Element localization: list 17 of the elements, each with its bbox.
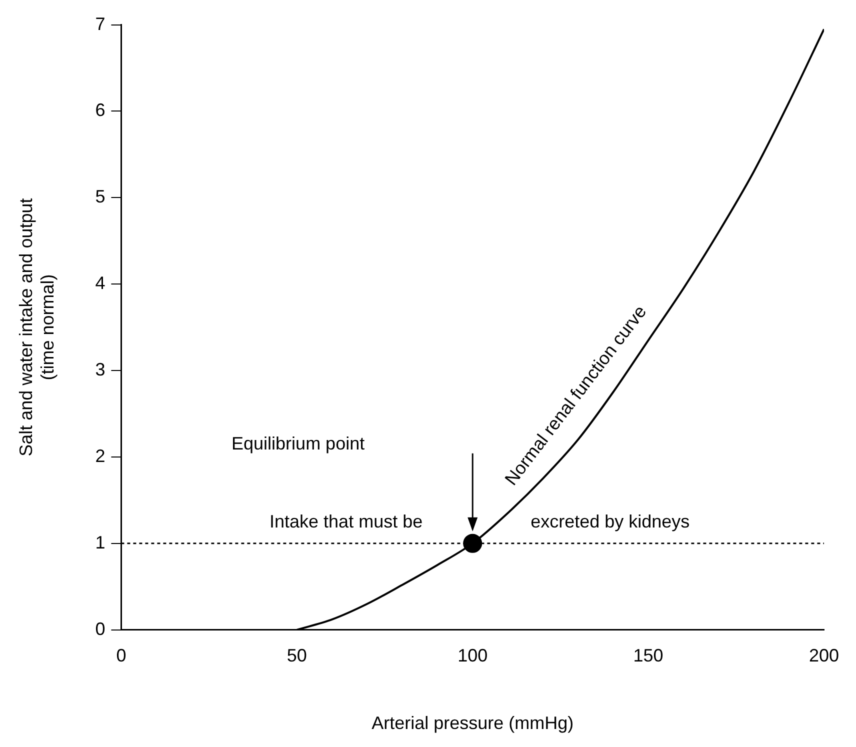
y-tick-label: 2 — [95, 446, 106, 466]
y-tick-label: 5 — [95, 186, 106, 207]
x-tick-label: 100 — [458, 646, 488, 666]
x-tick-label: 200 — [808, 646, 840, 666]
x-axis-title: Arterial pressure (mmHg) — [372, 713, 574, 734]
text: Intake that must be excreted by kidneys — [270, 511, 690, 532]
y-tick-label: 6 — [95, 100, 106, 120]
annotation: Equilibrium point — [232, 433, 365, 454]
y-axis-title: Salt and water intake and output (time normal) — [16, 198, 58, 456]
y-tick-label: 0 — [95, 618, 106, 639]
y-tick-label: 3 — [95, 359, 106, 380]
y-tick-label: 7 — [95, 14, 106, 34]
x-tick-label: 50 — [286, 646, 307, 666]
x-tick-label: 150 — [633, 646, 664, 666]
x-tick-label: 0 — [116, 646, 126, 666]
y-tick-label: 4 — [95, 273, 106, 294]
y-tick-label: 1 — [95, 532, 106, 552]
